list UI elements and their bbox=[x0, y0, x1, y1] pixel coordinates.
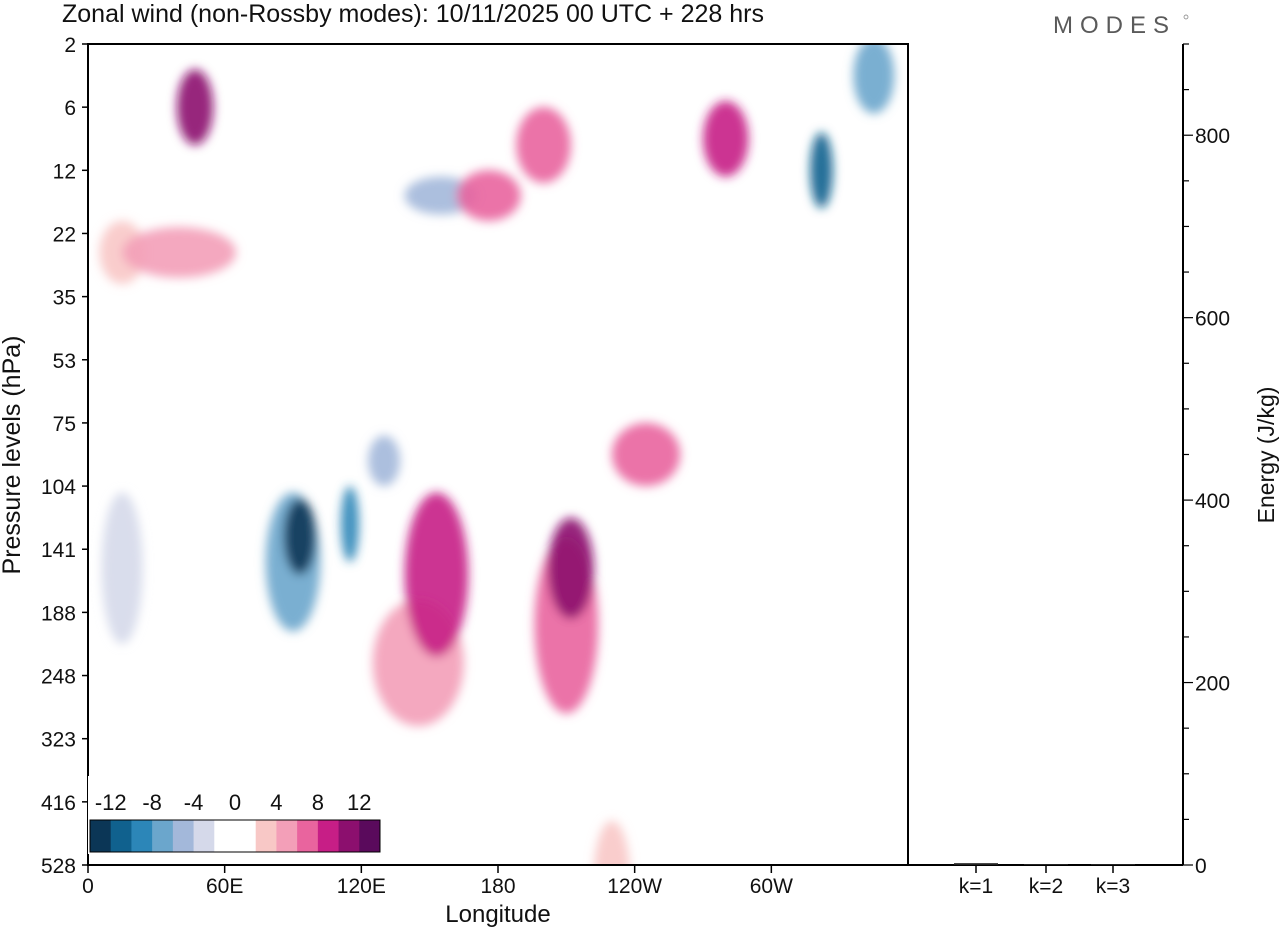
energy-tick-label: 600 bbox=[1195, 308, 1230, 331]
colorbar-swatch bbox=[152, 820, 174, 852]
colorbar-swatch bbox=[110, 820, 132, 852]
x-tick-label: 60W bbox=[750, 875, 793, 898]
chart-title: Zonal wind (non-Rossby modes): 10/11/202… bbox=[62, 0, 764, 28]
y-tick-label: 2 bbox=[64, 34, 76, 57]
x-tick-label: 120E bbox=[337, 875, 386, 898]
energy-category-label: k=2 bbox=[1029, 875, 1063, 898]
x-tick-label: 120W bbox=[607, 875, 662, 898]
colorbar-label: -12 bbox=[95, 790, 127, 815]
energy-bar bbox=[1024, 864, 1068, 865]
y-tick-label: 416 bbox=[41, 792, 76, 815]
x-tick-label: 180 bbox=[480, 875, 515, 898]
colorbar-swatch bbox=[235, 820, 257, 852]
energy-axis-label: Energy (J/kg) bbox=[1253, 387, 1279, 524]
energy-panel: 0 200 400 600 800 k=1 k=2 k=3 Energy (J/kg) bbox=[908, 43, 1279, 898]
wind-anomaly-blob bbox=[703, 100, 749, 177]
x-tick-label: 60E bbox=[206, 875, 243, 898]
zonal-wind-field bbox=[99, 44, 895, 865]
y-tick-label: 188 bbox=[41, 602, 76, 625]
wind-anomaly-blob bbox=[810, 132, 833, 209]
colorbar-label: -8 bbox=[142, 790, 162, 815]
energy-tick-label: 800 bbox=[1195, 125, 1230, 148]
colorbar-swatch bbox=[338, 820, 360, 852]
colorbar-swatch bbox=[172, 820, 195, 852]
wind-anomaly-blob bbox=[404, 176, 478, 215]
y-tick-label: 75 bbox=[53, 413, 76, 436]
energy-bar bbox=[1091, 864, 1135, 865]
wind-anomaly-blob bbox=[404, 492, 469, 657]
wind-anomaly-blob bbox=[99, 220, 145, 284]
modes-logo: MODES bbox=[1053, 12, 1176, 39]
registered-mark-icon bbox=[1183, 14, 1189, 20]
wind-anomaly-blob bbox=[548, 517, 594, 619]
y-tick-label: 104 bbox=[41, 476, 76, 499]
colorbar-swatch bbox=[90, 820, 112, 852]
colorbar-swatch bbox=[193, 820, 215, 852]
wind-anomaly-blob bbox=[101, 492, 143, 644]
energy-tick-label: 200 bbox=[1195, 673, 1230, 696]
y-axis-label: Pressure levels (hPa) bbox=[0, 336, 26, 575]
wind-anomaly-blob bbox=[176, 69, 214, 146]
colorbar-label: 12 bbox=[347, 790, 371, 815]
y-tick-label: 6 bbox=[64, 97, 76, 120]
x-axis-label: Longitude bbox=[445, 901, 550, 928]
main-panel: 0 60E 120E 180 120W 60W 2 6 12 22 35 53 75 104 141 188… bbox=[0, 34, 909, 928]
main-panel-frame bbox=[87, 43, 909, 866]
wind-anomaly-blob bbox=[283, 498, 316, 575]
wind-anomaly-blob bbox=[340, 486, 360, 562]
x-axis: 0 60E 120E 180 120W 60W bbox=[82, 865, 793, 898]
colorbar-frame bbox=[89, 819, 381, 853]
colorbar-label: 0 bbox=[229, 790, 241, 815]
y-tick-label: 323 bbox=[41, 729, 76, 752]
y-tick-label: 528 bbox=[41, 855, 76, 878]
colorbar-label: -4 bbox=[184, 790, 204, 815]
wind-anomaly-blob bbox=[457, 170, 521, 221]
energy-bar bbox=[954, 863, 998, 865]
energy-category-label: k=1 bbox=[959, 875, 993, 898]
y-axis: 2 6 12 22 35 53 75 104 141 188 248 323 416 528 bbox=[41, 34, 88, 878]
colorbar-swatch bbox=[297, 820, 319, 852]
energy-y-axis: 0 200 400 600 800 bbox=[1183, 43, 1230, 878]
energy-category-label: k=3 bbox=[1096, 875, 1130, 898]
y-tick-label: 22 bbox=[53, 223, 76, 246]
y-tick-label: 35 bbox=[53, 287, 76, 310]
x-tick-label: 0 bbox=[82, 875, 94, 898]
wind-anomaly-blob bbox=[368, 435, 401, 487]
wind-anomaly-blob bbox=[594, 820, 630, 865]
y-tick-label: 12 bbox=[53, 160, 76, 183]
colorbar-swatch bbox=[131, 820, 153, 852]
wind-anomaly-blob bbox=[611, 422, 681, 487]
colorbar-label: 8 bbox=[312, 790, 324, 815]
wind-anomaly-blob bbox=[853, 44, 895, 114]
y-tick-label: 248 bbox=[41, 666, 76, 689]
colorbar-swatch bbox=[317, 820, 340, 852]
colorbar-label: 4 bbox=[270, 790, 282, 815]
wind-anomaly-blob bbox=[122, 227, 237, 278]
y-tick-label: 53 bbox=[53, 350, 76, 373]
colorbar-swatch bbox=[214, 820, 236, 852]
energy-tick-label: 400 bbox=[1195, 490, 1230, 513]
colorbar-swatch bbox=[276, 820, 298, 852]
y-tick-label: 141 bbox=[41, 539, 76, 562]
colorbar: -12 -8 -4 0 4 8 12 bbox=[88, 776, 382, 854]
energy-bars: k=1 k=2 k=3 bbox=[954, 863, 1135, 898]
colorbar-swatch bbox=[255, 820, 277, 852]
colorbar-swatch bbox=[359, 820, 381, 852]
energy-tick-label: 0 bbox=[1195, 855, 1207, 878]
wind-anomaly-blob bbox=[516, 107, 571, 183]
